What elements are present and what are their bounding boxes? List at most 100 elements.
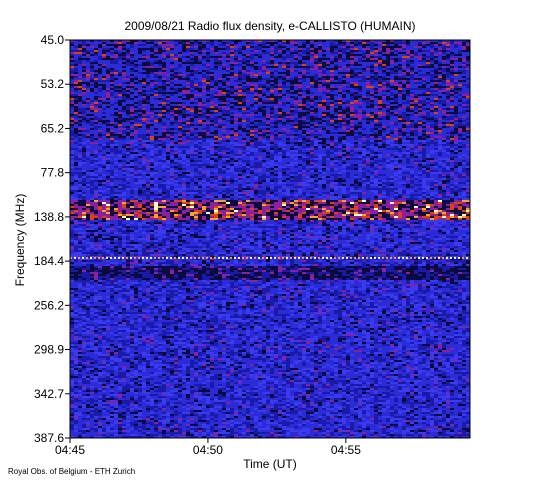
- carrier-line-dot: [294, 257, 296, 259]
- carrier-line-dot: [74, 257, 76, 259]
- carrier-line-dot: [402, 257, 404, 259]
- carrier-line-dot: [262, 257, 264, 259]
- carrier-line-dot: [382, 257, 384, 259]
- carrier-line-dot: [286, 257, 288, 259]
- carrier-line-dot: [202, 257, 204, 259]
- carrier-line-dot: [114, 257, 116, 259]
- y-tick-label: 45.0: [41, 33, 65, 47]
- carrier-line-dot: [122, 257, 124, 259]
- carrier-line-dot: [190, 257, 192, 259]
- carrier-line-dot: [126, 257, 128, 259]
- carrier-line-dot: [186, 257, 188, 259]
- carrier-line-dot: [98, 257, 100, 259]
- carrier-line-dot: [142, 257, 144, 259]
- carrier-line-dot: [218, 257, 220, 259]
- carrier-line-dot: [154, 257, 156, 259]
- carrier-line-dot: [318, 257, 320, 259]
- y-axis-label: Frequency (MHz): [13, 194, 27, 287]
- carrier-line-dot: [274, 257, 276, 259]
- y-tick-label: 342.7: [34, 387, 64, 401]
- carrier-line-dot: [298, 257, 300, 259]
- carrier-line-dot: [426, 257, 428, 259]
- carrier-line-dot: [170, 257, 172, 259]
- carrier-line-dot: [106, 257, 108, 259]
- carrier-line-dot: [90, 257, 92, 259]
- carrier-line-dot: [222, 257, 224, 259]
- carrier-line-dot: [206, 257, 208, 259]
- carrier-line-dot: [390, 257, 392, 259]
- carrier-line-dot: [238, 257, 240, 259]
- carrier-line-dot: [454, 257, 456, 259]
- carrier-line-dot: [438, 257, 440, 259]
- carrier-line-dot: [370, 257, 372, 259]
- carrier-line-dot: [226, 257, 228, 259]
- carrier-line-dot: [350, 257, 352, 259]
- carrier-line-dot: [270, 257, 272, 259]
- carrier-line-dot: [130, 257, 132, 259]
- y-tick-label: 53.2: [41, 77, 65, 91]
- carrier-line-dot: [246, 257, 248, 259]
- carrier-line-dot: [322, 257, 324, 259]
- carrier-line-dot: [374, 257, 376, 259]
- carrier-line-dot: [398, 257, 400, 259]
- carrier-line-dot: [406, 257, 408, 259]
- carrier-line-dot: [146, 257, 148, 259]
- x-tick-label: 04:50: [193, 443, 223, 457]
- carrier-line-dot: [254, 257, 256, 259]
- carrier-line-dot: [214, 257, 216, 259]
- carrier-line-dot: [434, 257, 436, 259]
- carrier-line-dot: [446, 257, 448, 259]
- carrier-line-dot: [342, 257, 344, 259]
- carrier-line-dot: [414, 257, 416, 259]
- carrier-line-dot: [346, 257, 348, 259]
- carrier-line-dot: [198, 257, 200, 259]
- carrier-line-dot: [138, 257, 140, 259]
- carrier-line-dot: [310, 257, 312, 259]
- carrier-line-dot: [230, 257, 232, 259]
- carrier-line-dot: [86, 257, 88, 259]
- y-tick-label: 77.8: [41, 166, 65, 180]
- carrier-line-dot: [182, 257, 184, 259]
- carrier-line-dot: [386, 257, 388, 259]
- chart-title: 2009/08/21 Radio flux density, e-CALLIST…: [124, 19, 415, 33]
- carrier-line-dot: [278, 257, 280, 259]
- carrier-line-dot: [422, 257, 424, 259]
- carrier-line-dot: [394, 257, 396, 259]
- carrier-line-dot: [134, 257, 136, 259]
- carrier-line-dot: [178, 257, 180, 259]
- x-tick-label: 04:55: [331, 443, 361, 457]
- carrier-line-dot: [242, 257, 244, 259]
- carrier-line-dot: [366, 257, 368, 259]
- carrier-line-dot: [282, 257, 284, 259]
- carrier-line-dot: [158, 257, 160, 259]
- carrier-line-dot: [94, 257, 96, 259]
- carrier-line-dot: [174, 257, 176, 259]
- y-tick-label: 298.9: [34, 343, 64, 357]
- carrier-line-dot: [118, 257, 120, 259]
- carrier-line-dot: [450, 257, 452, 259]
- carrier-line-dot: [326, 257, 328, 259]
- carrier-line-dot: [250, 257, 252, 259]
- carrier-line-dot: [166, 257, 168, 259]
- carrier-line-dot: [258, 257, 260, 259]
- y-tick-label: 184.4: [34, 254, 64, 268]
- carrier-line-dot: [102, 257, 104, 259]
- carrier-line-dot: [78, 257, 80, 259]
- carrier-line-dot: [354, 257, 356, 259]
- carrier-line-dot: [338, 257, 340, 259]
- y-tick-label: 65.2: [41, 121, 65, 135]
- carrier-line-dot: [266, 257, 268, 259]
- x-tick-label: 04:45: [55, 443, 85, 457]
- carrier-line-dot: [458, 257, 460, 259]
- carrier-line-dot: [234, 257, 236, 259]
- x-axis-label: Time (UT): [243, 457, 297, 471]
- carrier-line-dot: [462, 257, 464, 259]
- carrier-line-dot: [358, 257, 360, 259]
- carrier-line-dot: [330, 257, 332, 259]
- y-tick-label: 138.8: [34, 210, 64, 224]
- carrier-line-dot: [194, 257, 196, 259]
- carrier-line-dot: [410, 257, 412, 259]
- carrier-line-dot: [334, 257, 336, 259]
